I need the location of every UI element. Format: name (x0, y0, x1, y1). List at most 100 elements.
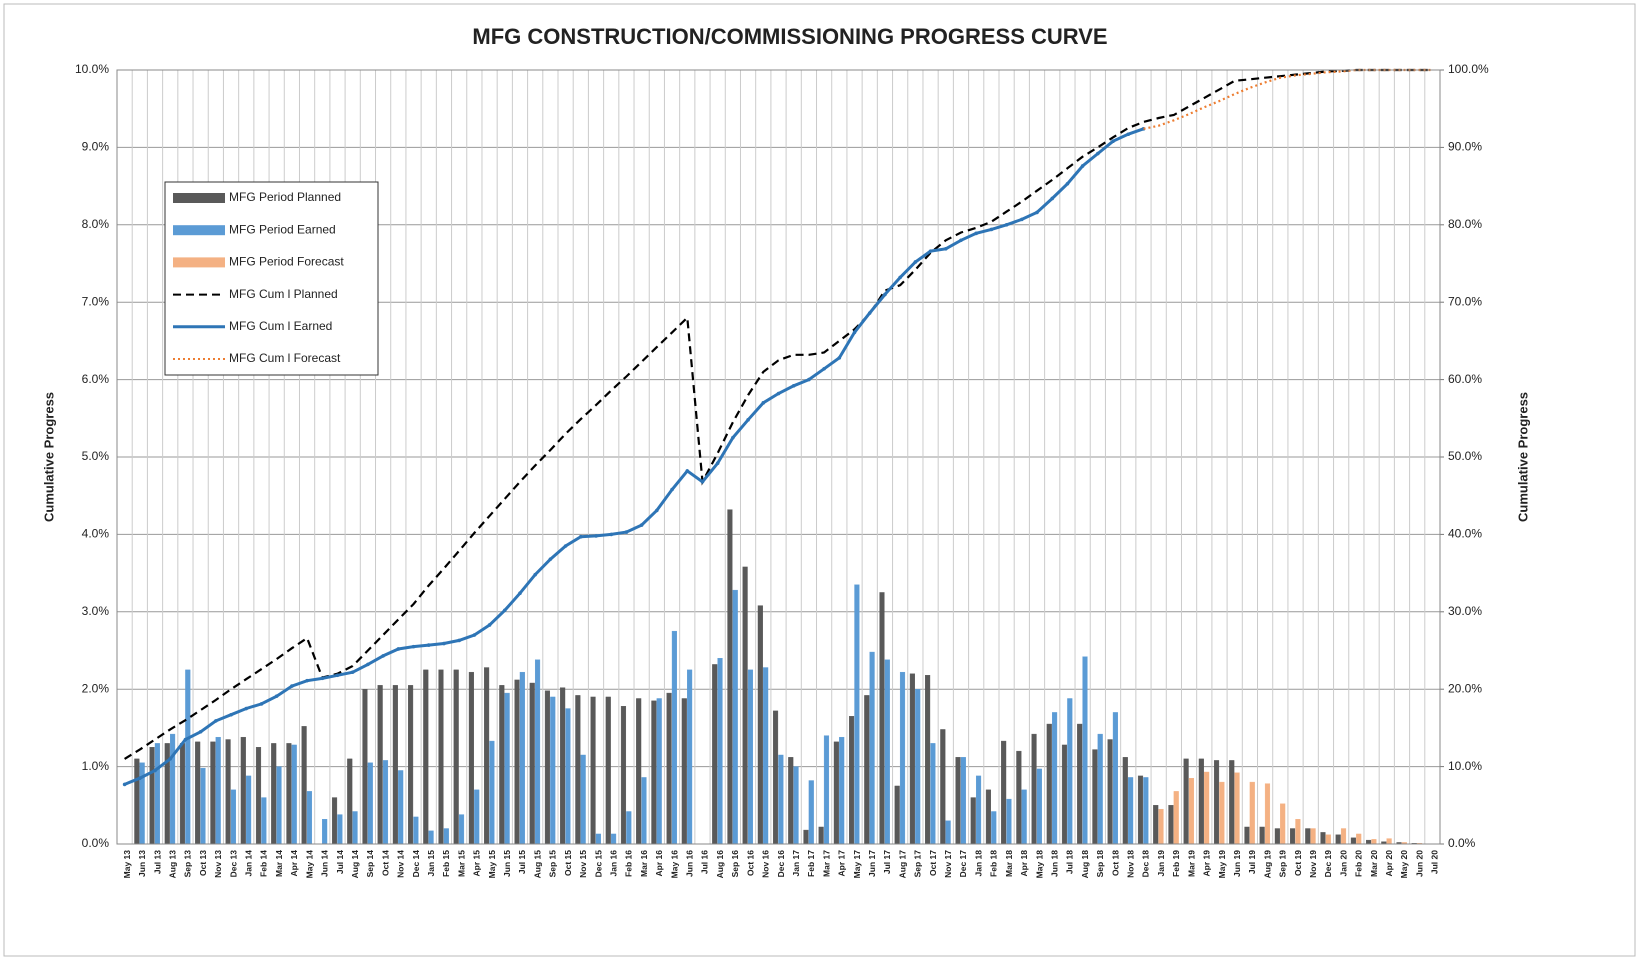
bar (550, 696, 556, 845)
bar (925, 675, 931, 845)
legend-label: MFG Cum l Forecast (229, 351, 341, 365)
bar (1310, 828, 1316, 845)
bar (1107, 739, 1113, 845)
bar (590, 696, 596, 845)
x-tick-label: Apr 16 (654, 850, 664, 877)
line-marker (214, 719, 218, 723)
x-tick-label: Dec 18 (1141, 850, 1151, 878)
line-marker (791, 383, 796, 388)
x-tick-label: Dec 17 (958, 850, 968, 878)
bar (575, 695, 581, 845)
x-tick-label: May 19 (1217, 850, 1227, 879)
x-tick-label: May 18 (1034, 850, 1044, 879)
bar (1183, 758, 1189, 845)
bar (362, 689, 368, 845)
bar (1021, 789, 1027, 845)
line-marker (731, 435, 735, 440)
x-tick-label: May 14 (304, 850, 314, 879)
bar (651, 700, 657, 845)
bar (1168, 805, 1174, 845)
bar (1016, 750, 1022, 845)
legend-label: MFG Period Forecast (229, 255, 344, 269)
x-tick-label: Jul 19 (1247, 850, 1257, 874)
bar (255, 747, 262, 845)
y-tick-label: 7.0% (82, 294, 110, 308)
bar (210, 741, 216, 845)
bar (909, 673, 915, 845)
bar (534, 659, 541, 845)
bar (347, 758, 353, 845)
line-marker (138, 776, 142, 781)
bar (301, 726, 307, 845)
line-marker (381, 654, 385, 658)
bar (1006, 798, 1012, 845)
x-tick-label: Nov 18 (1126, 850, 1136, 878)
bar (565, 708, 571, 845)
line-marker (807, 377, 811, 382)
legend-swatch (173, 225, 225, 236)
bar (1229, 760, 1235, 845)
line-marker (959, 238, 963, 243)
line-marker (244, 706, 249, 711)
x-tick-label: Oct 17 (928, 850, 938, 876)
x-tick-label: Feb 19 (1171, 850, 1181, 877)
bar (423, 669, 429, 845)
x-tick-label: Mar 14 (274, 850, 284, 877)
bar (154, 743, 160, 845)
y-tick-label: 6.0% (82, 372, 110, 386)
bar (879, 592, 885, 845)
y2-tick-label: 40.0% (1448, 527, 1482, 541)
line-marker (1020, 217, 1024, 222)
bar (666, 692, 672, 845)
line-marker (1096, 151, 1100, 156)
x-tick-label: Aug 17 (897, 850, 907, 879)
bar (823, 735, 830, 845)
bar (1031, 733, 1037, 845)
bar (215, 736, 221, 845)
x-tick-label: Sep 13 (183, 850, 193, 878)
bar (413, 816, 419, 845)
bar (818, 826, 824, 845)
line-marker (639, 523, 644, 527)
x-tick-label: Nov 16 (761, 850, 771, 878)
line-marker (1080, 164, 1085, 168)
bar (367, 762, 373, 845)
bar (468, 671, 474, 845)
bar (322, 819, 328, 845)
line-marker (457, 638, 461, 643)
bar (595, 833, 601, 845)
bar (1122, 757, 1128, 845)
line-marker (1126, 132, 1131, 137)
x-tick-label: Sep 17 (913, 850, 923, 878)
x-tick-label: Sep 15 (548, 850, 558, 878)
line-marker (989, 227, 994, 232)
y2-tick-label: 20.0% (1448, 681, 1482, 695)
bar (636, 698, 642, 845)
bar (1234, 772, 1240, 845)
bar (519, 671, 525, 845)
y-tick-label: 0.0% (82, 836, 110, 850)
bar (276, 766, 282, 845)
bar (1137, 775, 1144, 845)
bar (727, 509, 733, 845)
bar (1082, 656, 1088, 845)
bar (641, 777, 647, 845)
legend-label: MFG Period Planned (229, 190, 341, 204)
bar (1188, 778, 1195, 845)
x-tick-label: Apr 17 (837, 850, 847, 877)
line-marker (852, 330, 857, 335)
bar (1280, 803, 1286, 845)
bar (732, 589, 738, 845)
x-tick-label: Jun 20 (1414, 850, 1424, 877)
bar (681, 698, 687, 845)
bar (945, 820, 951, 845)
line-marker (411, 644, 416, 649)
line-marker (974, 231, 978, 236)
bar (1143, 777, 1149, 845)
x-tick-label: Dec 14 (411, 850, 421, 878)
line-marker (290, 684, 294, 688)
x-tick-label: Dec 16 (776, 850, 786, 878)
bar (833, 741, 839, 845)
x-tick-label: Jun 19 (1232, 850, 1242, 877)
bar (377, 685, 383, 845)
